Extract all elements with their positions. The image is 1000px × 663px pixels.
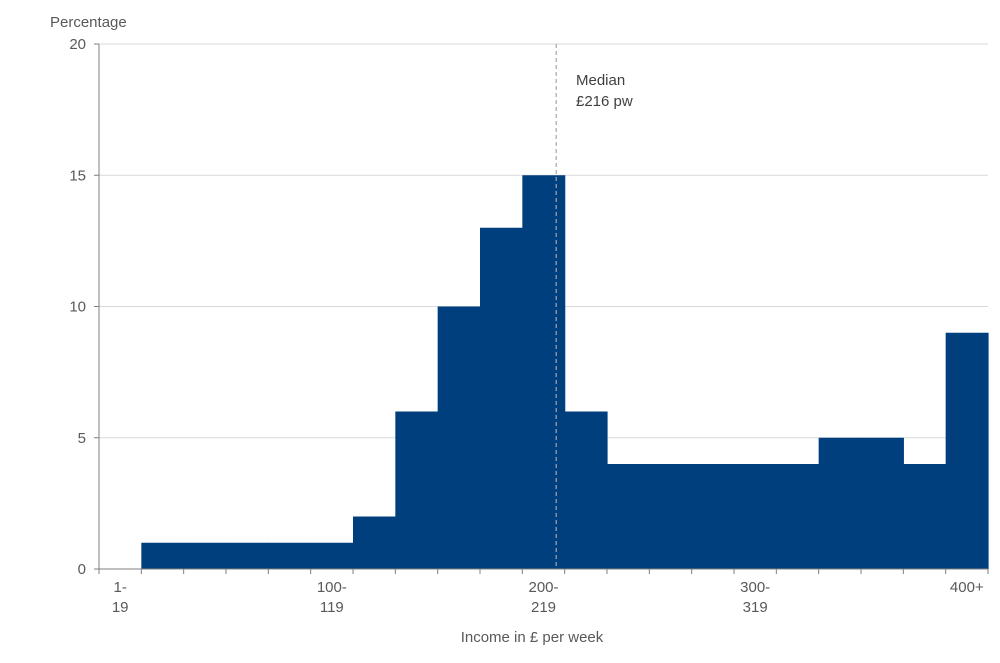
x-tick-label-5: 100- bbox=[317, 579, 347, 596]
tick-labels: 0 5 10 15 20 1- 19 100- 119 200- 219 300- 319 400+ bbox=[69, 36, 984, 616]
y-tick-label-10: 10 bbox=[69, 299, 86, 316]
median-label: Median bbox=[576, 72, 625, 89]
x-tick-label-0: 1- bbox=[113, 579, 126, 596]
bar-60-79 bbox=[226, 542, 269, 569]
x-tick-label-15: 300- bbox=[740, 579, 770, 596]
x-tick-label-10: 200- bbox=[528, 579, 558, 596]
bar-180-199 bbox=[480, 227, 523, 569]
bar-360-379 bbox=[861, 437, 904, 569]
bar-20-39 bbox=[141, 542, 185, 569]
bar-140-159 bbox=[395, 411, 439, 569]
x-tick-label-15-line2: 319 bbox=[743, 599, 768, 616]
bar-120-139 bbox=[353, 516, 396, 569]
bar-40-59 bbox=[183, 542, 227, 569]
x-tick-label-5-line2: 119 bbox=[320, 599, 344, 616]
y-tick-label-0: 0 bbox=[78, 561, 86, 578]
bar-160-179 bbox=[437, 306, 481, 569]
y-axis-title: Percentage bbox=[50, 14, 127, 31]
bar-320-339 bbox=[776, 464, 820, 569]
bars bbox=[141, 175, 989, 569]
y-tick-label-20: 20 bbox=[69, 36, 86, 53]
y-tick-label-5: 5 bbox=[78, 430, 86, 447]
x-tick-label-20: 400+ bbox=[950, 579, 984, 596]
x-tick-label-10-line2: 219 bbox=[531, 599, 556, 616]
bar-240-259 bbox=[607, 464, 650, 569]
bar-380-399 bbox=[903, 464, 947, 569]
bar-260-279 bbox=[649, 464, 693, 569]
x-axis-title: Income in £ per week bbox=[461, 629, 604, 646]
bar-220-239 bbox=[564, 411, 608, 569]
bar-100-119 bbox=[310, 542, 354, 569]
bar-400+ bbox=[945, 332, 989, 569]
bar-280-299 bbox=[691, 464, 735, 569]
y-tick-label-15: 15 bbox=[69, 167, 86, 184]
bar-340-359 bbox=[818, 437, 862, 569]
bar-300-319 bbox=[734, 464, 777, 569]
axes bbox=[94, 43, 989, 574]
median-value-label: £216 pw bbox=[576, 93, 633, 110]
bar-80-99 bbox=[268, 542, 312, 569]
x-tick-label-0-line2: 19 bbox=[112, 599, 129, 616]
bar-200-219 bbox=[522, 175, 566, 569]
